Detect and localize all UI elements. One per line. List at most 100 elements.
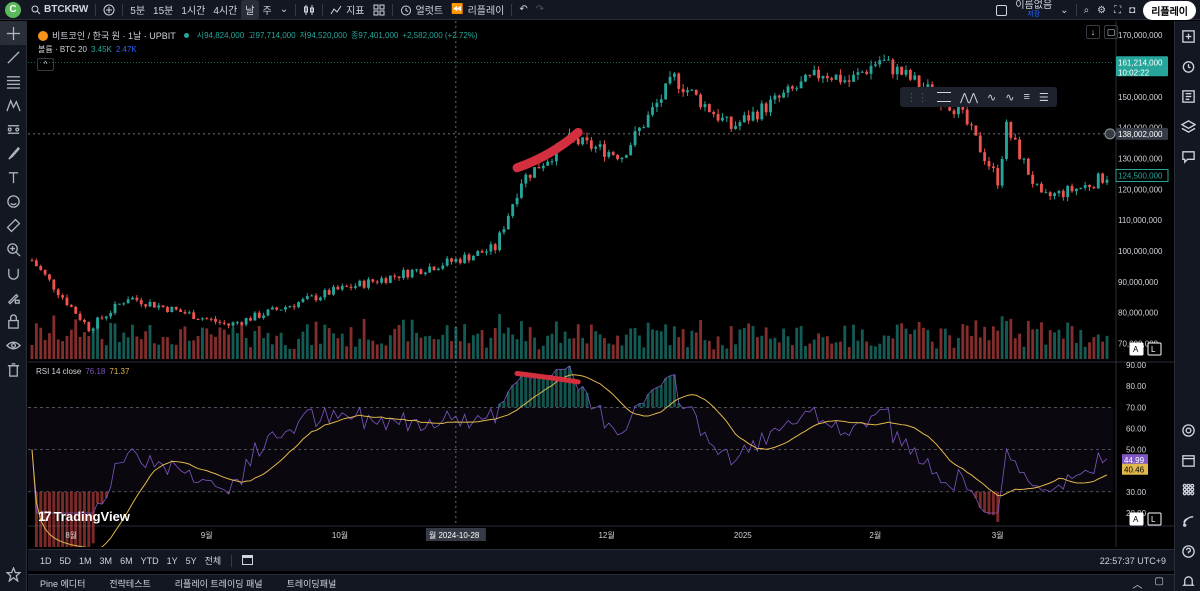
candle-body (817, 69, 820, 79)
range-1y[interactable]: 1Y (166, 555, 178, 566)
symbol-search-button[interactable]: BTCKRW (27, 0, 92, 20)
alerts-panel-button[interactable] (1175, 51, 1200, 81)
maximize-panel-icon[interactable]: ▢ (1154, 575, 1164, 587)
market-open-dot-icon (183, 33, 189, 38)
settings-button[interactable]: ⚙ (1093, 0, 1110, 20)
collapse-legend-button[interactable]: ^ (37, 58, 54, 71)
interval-1w[interactable]: 주 (262, 6, 272, 17)
floating-drawing-toolbar[interactable]: ⋮⋮ ⋀⋀ ∿ ∿ ≡ ☰ (900, 87, 1057, 107)
lock-tool[interactable] (0, 309, 27, 333)
notifications-button[interactable] (1175, 566, 1200, 591)
forecast-tool[interactable] (0, 117, 27, 141)
compare-symbol-button[interactable] (99, 0, 119, 20)
range-5y[interactable]: 5Y (185, 555, 197, 566)
interval-15m[interactable]: 15분 (153, 6, 174, 17)
publish-button[interactable]: 리플레이 (1143, 0, 1196, 20)
drag-handle-icon[interactable]: ⋮⋮ (906, 91, 928, 104)
fib-template-icon[interactable] (937, 92, 951, 102)
tab-pine-editor[interactable]: Pine 에디터 (40, 578, 86, 589)
candle-body (423, 272, 427, 275)
interval-dropdown-chevron-icon[interactable]: ⌄ (279, 4, 289, 15)
maximize-pane-button[interactable]: ▢ (1104, 25, 1118, 39)
candle-body (222, 322, 226, 324)
alert-button[interactable]: 얼럿트 (396, 0, 448, 20)
visibility-tool[interactable] (0, 333, 27, 357)
wave-abc-icon[interactable]: ∿ (1005, 91, 1015, 104)
layers-button[interactable] (1175, 111, 1200, 141)
elliott-wave-icon[interactable]: ⋀⋀ (960, 91, 979, 104)
fib-tool[interactable] (0, 69, 27, 93)
settings-lines-icon[interactable]: ☰ (1038, 91, 1049, 104)
emoji-tool[interactable] (0, 189, 27, 213)
layout-chevron-icon[interactable]: ⌄ (1060, 4, 1069, 16)
pattern-tool[interactable] (0, 93, 27, 117)
redo-button[interactable]: ↷ (532, 0, 548, 20)
replay-toolbar-button[interactable]: ⏪ 리플레이 (447, 0, 508, 20)
tradingview-wordmark: TradingView (53, 508, 130, 524)
zoom-tool[interactable] (0, 237, 27, 261)
news-button[interactable] (1175, 81, 1200, 111)
help-button[interactable] (1175, 536, 1200, 566)
volume-bar (576, 324, 580, 359)
range-1m[interactable]: 1M (79, 555, 92, 566)
scroll-to-latest-button[interactable]: ↓ (1086, 25, 1100, 39)
tab-replay-trading[interactable]: 리플레이 트레이딩 패널 (174, 578, 263, 589)
range-3m[interactable]: 3M (99, 555, 113, 566)
candle-body (611, 152, 615, 155)
price-tick-label: 170,000,000 (1118, 31, 1163, 40)
layout-name: 이름없음 (1015, 0, 1053, 11)
interval-1h[interactable]: 1시간 (181, 6, 206, 17)
fullscreen-button[interactable]: ⛶ (1110, 0, 1125, 20)
templates-button[interactable] (369, 0, 389, 20)
layout-fullscreen-toggle[interactable] (992, 0, 1011, 20)
time-tick-label: 2월 (869, 530, 881, 540)
candle-body (738, 122, 742, 127)
stream-button[interactable] (1175, 506, 1200, 536)
text-tool[interactable] (0, 165, 27, 189)
ruler-tool[interactable] (0, 213, 27, 237)
candle-body (375, 281, 379, 283)
chat-button[interactable] (1175, 141, 1200, 171)
wave-123-icon[interactable]: ∿ (987, 91, 997, 104)
layout-name-button[interactable]: 이름없음 저장 (1011, 0, 1056, 20)
range-ytd[interactable]: YTD (140, 555, 159, 566)
magnet-tool[interactable] (0, 261, 27, 285)
interval-4h[interactable]: 4시간 (213, 6, 238, 17)
lock-drawings-tool[interactable] (0, 285, 27, 309)
candle-body (974, 125, 978, 136)
range-1d[interactable]: 1D (40, 555, 52, 566)
volume-bar (1061, 338, 1065, 359)
undo-button[interactable]: ↶ (515, 0, 531, 20)
calendar-button[interactable] (1175, 445, 1200, 475)
trend-line-tool[interactable] (0, 45, 27, 69)
favorites-tool[interactable] (0, 562, 27, 586)
snapshot-button[interactable]: ◘ (1125, 0, 1139, 20)
crosshair-tool[interactable] (0, 21, 27, 45)
divider (122, 3, 124, 16)
apps-button[interactable] (1175, 474, 1200, 504)
indicators-button[interactable]: 지표 (326, 0, 368, 20)
go-to-date-button[interactable] (238, 554, 257, 567)
target-button[interactable] (1175, 415, 1200, 445)
tab-trading-panel[interactable]: 트레이딩패널 (286, 578, 337, 589)
volume-bar (506, 327, 510, 359)
chart-area[interactable]: 170,000,000160,000,000150,000,000140,000… (28, 21, 1174, 547)
range-all[interactable]: 전체 (204, 556, 222, 566)
fullscreen-icon: ⛶ (1114, 4, 1122, 16)
candle-body (821, 75, 825, 79)
delete-tool[interactable] (0, 357, 27, 381)
chart-type-button[interactable] (299, 0, 319, 20)
range-5d[interactable]: 5D (59, 555, 72, 566)
interval-1d[interactable]: 날 (241, 0, 259, 20)
collapse-panel-chevron-icon[interactable]: ︿ (1132, 579, 1143, 591)
account-avatar-icon[interactable]: C (5, 1, 21, 18)
tab-strategy-tester[interactable]: 전략테스트 (109, 578, 151, 589)
watchlist-button[interactable] (1175, 21, 1200, 51)
line-tools-icon[interactable]: ≡ (1023, 91, 1030, 103)
range-6m[interactable]: 6M (120, 555, 133, 566)
price-chart-svg[interactable]: 170,000,000160,000,000150,000,000140,000… (28, 21, 1174, 547)
quick-search-button[interactable]: ⌕ (1080, 0, 1094, 20)
clock-timezone[interactable]: 22:57:37 UTC+9 (1099, 555, 1166, 566)
brush-tool[interactable] (0, 141, 27, 165)
interval-5m[interactable]: 5분 (130, 6, 146, 17)
